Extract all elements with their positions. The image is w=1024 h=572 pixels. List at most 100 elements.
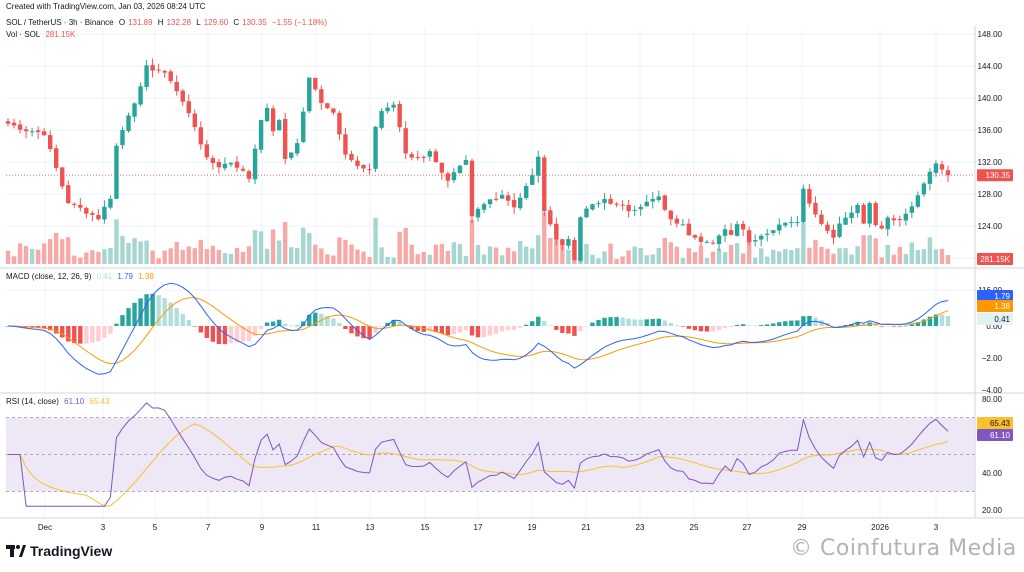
macd-hist-bar bbox=[120, 315, 125, 326]
candle-body bbox=[264, 107, 270, 122]
candle-body bbox=[216, 162, 222, 168]
volume-bar bbox=[439, 243, 445, 264]
rsi-ma-tag-bg bbox=[977, 417, 1013, 429]
volume-bar bbox=[138, 241, 143, 264]
candle-body bbox=[680, 224, 686, 226]
time-tick-label: 5 bbox=[153, 523, 158, 532]
price-axis[interactable]: 116.00120.00124.00128.00132.00136.00140.… bbox=[978, 30, 1003, 515]
volume-bar bbox=[337, 237, 342, 264]
candle-body bbox=[258, 120, 264, 150]
volume-bar bbox=[903, 254, 909, 264]
volume-bar bbox=[740, 253, 746, 264]
candle-body bbox=[728, 230, 734, 235]
candle-body bbox=[578, 217, 583, 261]
volume-bars bbox=[5, 212, 951, 264]
macd-hist-bar bbox=[620, 317, 625, 326]
candle-body bbox=[668, 210, 674, 220]
time-tick-label: 17 bbox=[474, 523, 483, 532]
candle-body bbox=[602, 198, 607, 203]
candle-body bbox=[584, 208, 589, 218]
last-price-tag: 130.35 bbox=[986, 171, 1011, 180]
candle-body bbox=[807, 189, 812, 204]
macd-hist-bar bbox=[855, 322, 860, 326]
volume-bar bbox=[692, 252, 698, 264]
macd-hist-bar bbox=[909, 324, 915, 326]
candle-body bbox=[710, 242, 716, 244]
macd-hist-bar bbox=[554, 326, 559, 330]
candle-body bbox=[331, 108, 336, 113]
volume-bar bbox=[487, 246, 493, 264]
volume-bar bbox=[608, 243, 613, 264]
macd-hist-bar bbox=[548, 325, 553, 326]
volume-bar bbox=[746, 239, 752, 264]
volume-bar bbox=[433, 244, 439, 264]
macd-hist-bar bbox=[746, 325, 752, 326]
price-tick-label: 148.00 bbox=[978, 30, 1003, 39]
macd-hist-bar bbox=[108, 326, 113, 334]
macd-signal-value: 1.38 bbox=[138, 272, 154, 281]
volume-label: Vol · SOL bbox=[6, 30, 41, 39]
price-tick-label: 124.00 bbox=[978, 222, 1003, 231]
volume-bar bbox=[234, 247, 240, 264]
volume-bar bbox=[114, 219, 119, 264]
time-axis[interactable]: Dec 3 5 7 9 11 13 15 17 19 21 23 25 27 29 2026 3 bbox=[38, 523, 939, 532]
macd-hist-bar bbox=[819, 320, 824, 326]
macd-hist-bar bbox=[542, 320, 547, 326]
macd-hist-bar bbox=[879, 326, 884, 327]
macd-hist-bar bbox=[174, 308, 179, 326]
macd-hist-bar bbox=[379, 326, 384, 328]
macd-hist-bar bbox=[102, 326, 107, 338]
macd-hist-bar bbox=[313, 312, 318, 326]
macd-tag-bg bbox=[977, 290, 1013, 302]
candle-body bbox=[204, 144, 210, 158]
macd-hist-bar bbox=[843, 325, 848, 326]
candle-body bbox=[41, 131, 47, 136]
candle-body bbox=[825, 224, 830, 231]
macd-hist-bar bbox=[60, 326, 65, 338]
candle-body bbox=[740, 223, 746, 230]
volume-bar bbox=[722, 252, 728, 264]
volume-bar bbox=[156, 258, 161, 264]
candle-body bbox=[939, 164, 945, 170]
tradingview-logo[interactable]: TradingView bbox=[6, 543, 112, 559]
candle-body bbox=[301, 111, 306, 143]
volume-bar bbox=[391, 257, 396, 264]
candle-body bbox=[210, 158, 216, 164]
candle-body bbox=[813, 202, 818, 215]
volume-bar bbox=[771, 249, 776, 264]
candle-body bbox=[475, 208, 481, 218]
volume-bar bbox=[282, 222, 288, 264]
macd-hist-bar bbox=[457, 326, 463, 333]
volume-bar bbox=[807, 247, 812, 264]
volume-bar bbox=[222, 253, 228, 264]
candle-body bbox=[415, 157, 420, 159]
candle-body bbox=[783, 222, 788, 226]
volume-bar bbox=[385, 256, 390, 264]
volume-bar bbox=[216, 249, 222, 264]
macd-hist-bar bbox=[289, 325, 294, 327]
candle-body bbox=[861, 204, 866, 224]
volume-bar bbox=[861, 235, 866, 264]
volume-bar bbox=[831, 253, 836, 264]
change-value: −1.55 (−1.18%) bbox=[271, 18, 328, 27]
volume-bar bbox=[60, 239, 65, 264]
volume-bar bbox=[867, 235, 872, 264]
macd-tick-label: 0.00 bbox=[986, 322, 1002, 331]
tradingview-mark-icon bbox=[6, 545, 26, 557]
candle-body bbox=[47, 135, 53, 149]
volume-bar bbox=[313, 244, 318, 264]
candle-body bbox=[560, 239, 565, 245]
volume-bar bbox=[5, 250, 11, 264]
volume-bar bbox=[481, 254, 487, 264]
price-tick-label: 144.00 bbox=[978, 62, 1003, 71]
candle-body bbox=[114, 145, 119, 199]
volume-bar bbox=[843, 248, 848, 264]
volume-bar bbox=[17, 243, 23, 264]
volume-bar bbox=[752, 257, 758, 264]
candle-body bbox=[361, 165, 366, 169]
candle-body bbox=[276, 120, 282, 131]
macd-hist-bar bbox=[566, 326, 571, 334]
candle-body bbox=[156, 69, 161, 71]
volume-bar bbox=[78, 257, 83, 264]
